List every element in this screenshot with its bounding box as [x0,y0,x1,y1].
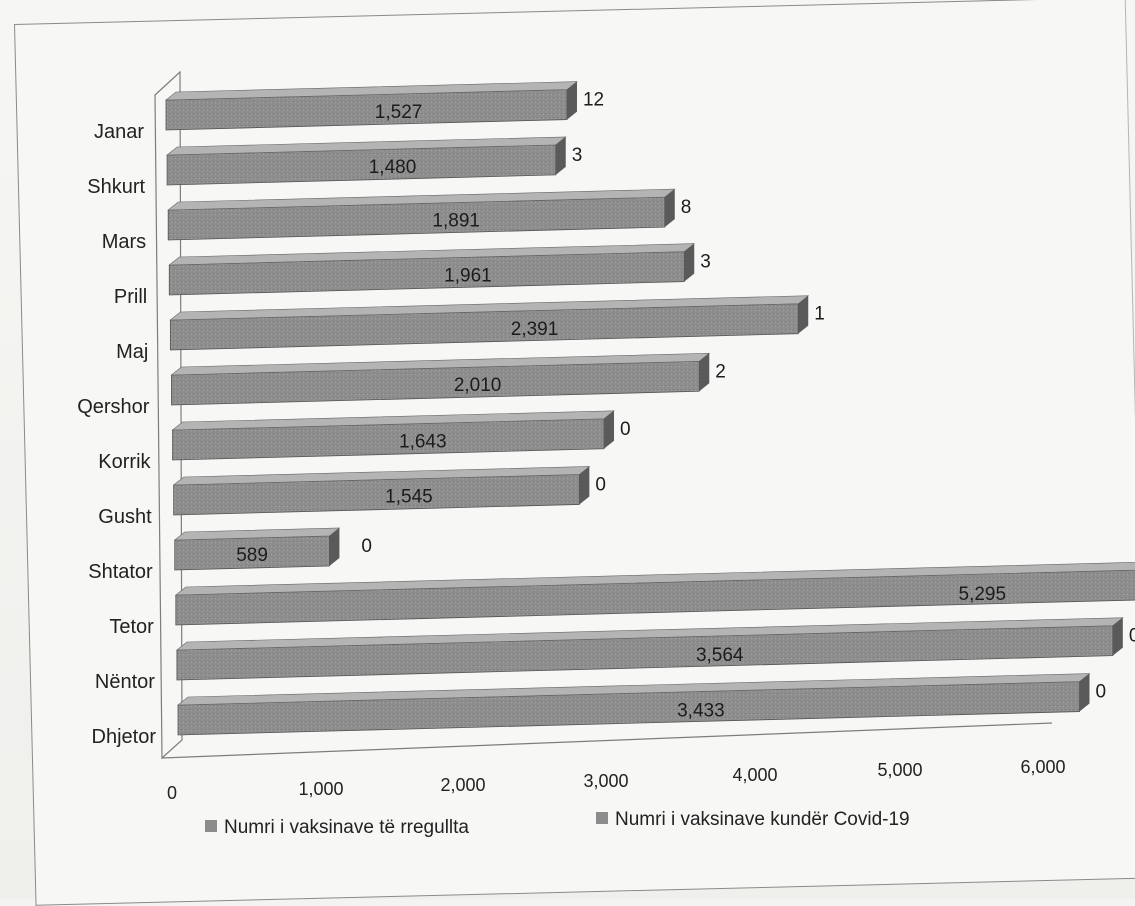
value-label-covid-korrik: 0 [620,419,631,440]
bar-side-dhjetor [1079,673,1090,712]
legend: Numri i vaksinave të rregullta Numri i v… [205,809,910,838]
category-label-mars: Mars [102,231,146,253]
category-label-korrik: Korrik [98,451,151,473]
x-tick-label-1: 1,000 [298,779,343,799]
value-label-covid-janar: 12 [583,90,604,111]
value-label-covid-shtator: 0 [361,536,372,557]
bar-side-nëntor [1112,617,1123,656]
value-label-regular-shkurt: 1,480 [369,157,417,178]
category-label-tetor: Tetor [109,616,154,638]
bar-top-tetor [174,562,1135,596]
category-label-shtator: Shtator [88,561,153,583]
bar-top-shkurt [166,136,567,156]
value-label-covid-gusht: 0 [595,474,606,495]
bar-top-korrik [171,410,615,431]
legend-swatch-regular [205,820,217,832]
value-label-covid-nëntor: 0 [1129,626,1135,647]
bar-side-shkurt [555,136,566,175]
x-tick-label-2: 2,000 [440,775,485,795]
axis-wall [154,70,183,760]
bar-top-qershor [170,352,711,376]
value-label-regular-nëntor: 3,564 [696,645,744,666]
bar-top-janar [165,81,578,101]
bar-side-gusht [579,466,590,505]
x-tick-label-3: 3,000 [583,771,628,791]
legend-label-covid: Numri i vaksinave kundër Covid-19 [615,809,910,830]
value-label-regular-janar: 1,527 [375,102,423,123]
value-label-covid-shkurt: 3 [572,145,583,166]
value-label-covid-qershor: 2 [715,361,726,382]
bar-side-korrik [603,410,614,449]
value-label-regular-gusht: 1,545 [385,487,433,508]
value-label-regular-prill: 1,961 [444,265,492,286]
category-label-nëntor: Nëntor [95,671,155,693]
bar-side-shtator [329,527,340,566]
category-label-maj: Maj [116,341,148,363]
bar-top-maj [169,295,810,321]
bar-top-nëntor [176,617,1124,651]
category-label-gusht: Gusht [98,506,152,528]
category-label-qershor: Qershor [77,396,150,418]
value-label-covid-mars: 8 [681,197,692,218]
value-label-regular-qershor: 2,010 [454,375,502,396]
value-label-covid-prill: 3 [700,252,711,273]
value-label-covid-dhjetor: 0 [1096,682,1107,703]
bar-side-mars [664,189,675,228]
x-tick-label-4: 4,000 [732,765,777,785]
x-axis-floor [161,722,1053,759]
value-label-regular-korrik: 1,643 [399,431,447,452]
bar-side-maj [798,295,809,334]
value-label-regular-maj: 2,391 [511,319,559,340]
value-label-regular-shtator: 589 [236,545,268,566]
category-label-dhjetor: Dhjetor [92,726,157,748]
bar-side-janar [566,81,577,120]
category-label-shkurt: Shkurt [87,176,145,198]
bar-top-prill [168,243,696,266]
value-label-regular-dhjetor: 3,433 [677,700,725,721]
value-label-regular-tetor: 5,295 [959,584,1007,605]
x-tick-label-6: 6,000 [1020,757,1065,777]
bar-side-qershor [699,353,710,392]
bar-top-shtator [173,527,341,541]
value-label-regular-mars: 1,891 [432,211,480,232]
bar-top-dhjetor [177,673,1091,706]
category-label-prill: Prill [114,286,147,308]
value-label-covid-maj: 1 [814,304,825,325]
x-tick-label-0: 0 [167,783,177,803]
bar-top-mars [167,188,676,211]
x-tick-label-5: 5,000 [877,760,922,780]
legend-swatch-covid [596,812,608,824]
bar-top-gusht [172,466,591,486]
category-label-janar: Janar [94,121,144,143]
bar-side-prill [684,243,695,282]
legend-label-regular: Numri i vaksinave të rregullta [224,817,469,838]
